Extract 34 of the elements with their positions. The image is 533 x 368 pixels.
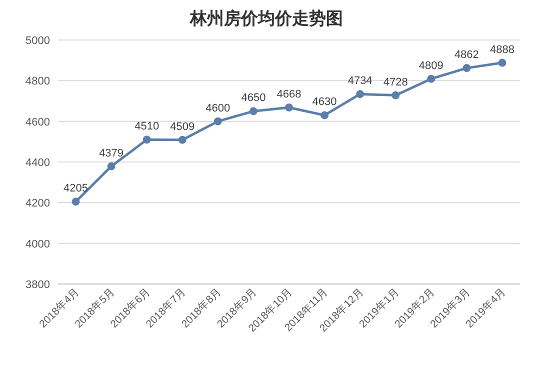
data-label: 4510 xyxy=(134,120,160,133)
data-label: 4630 xyxy=(312,96,337,108)
data-label: 4862 xyxy=(454,49,479,62)
y-tick-label: 4200 xyxy=(26,198,50,210)
y-tick-label: 3800 xyxy=(26,279,50,291)
point xyxy=(178,136,186,144)
data-label: 4379 xyxy=(99,147,124,160)
point xyxy=(320,111,329,120)
data-label: 4888 xyxy=(490,44,514,56)
data-label: 4809 xyxy=(418,60,444,72)
data-label: 4728 xyxy=(383,76,408,88)
chart-title: 林州房价均价走势图 xyxy=(189,9,343,28)
point xyxy=(356,90,364,98)
data-label: 4600 xyxy=(206,102,230,114)
point xyxy=(462,64,471,72)
data-label: 4650 xyxy=(241,92,266,104)
y-tick-label: 4400 xyxy=(26,157,50,169)
y-tick-label: 4000 xyxy=(26,238,50,250)
point xyxy=(498,58,506,67)
point xyxy=(427,74,436,83)
y-tick-label: 4800 xyxy=(26,76,50,88)
point xyxy=(249,107,258,116)
data-label: 4668 xyxy=(276,88,302,101)
y-tick-label: 4600 xyxy=(26,116,50,128)
point xyxy=(72,198,80,206)
y-tick-label: 5000 xyxy=(26,35,50,47)
data-label: 4509 xyxy=(170,120,195,133)
data-label: 4734 xyxy=(348,75,372,88)
point xyxy=(285,104,293,112)
point xyxy=(107,162,116,170)
data-label: 4205 xyxy=(64,182,88,195)
point xyxy=(392,91,400,100)
point xyxy=(214,117,222,126)
point xyxy=(142,136,151,144)
